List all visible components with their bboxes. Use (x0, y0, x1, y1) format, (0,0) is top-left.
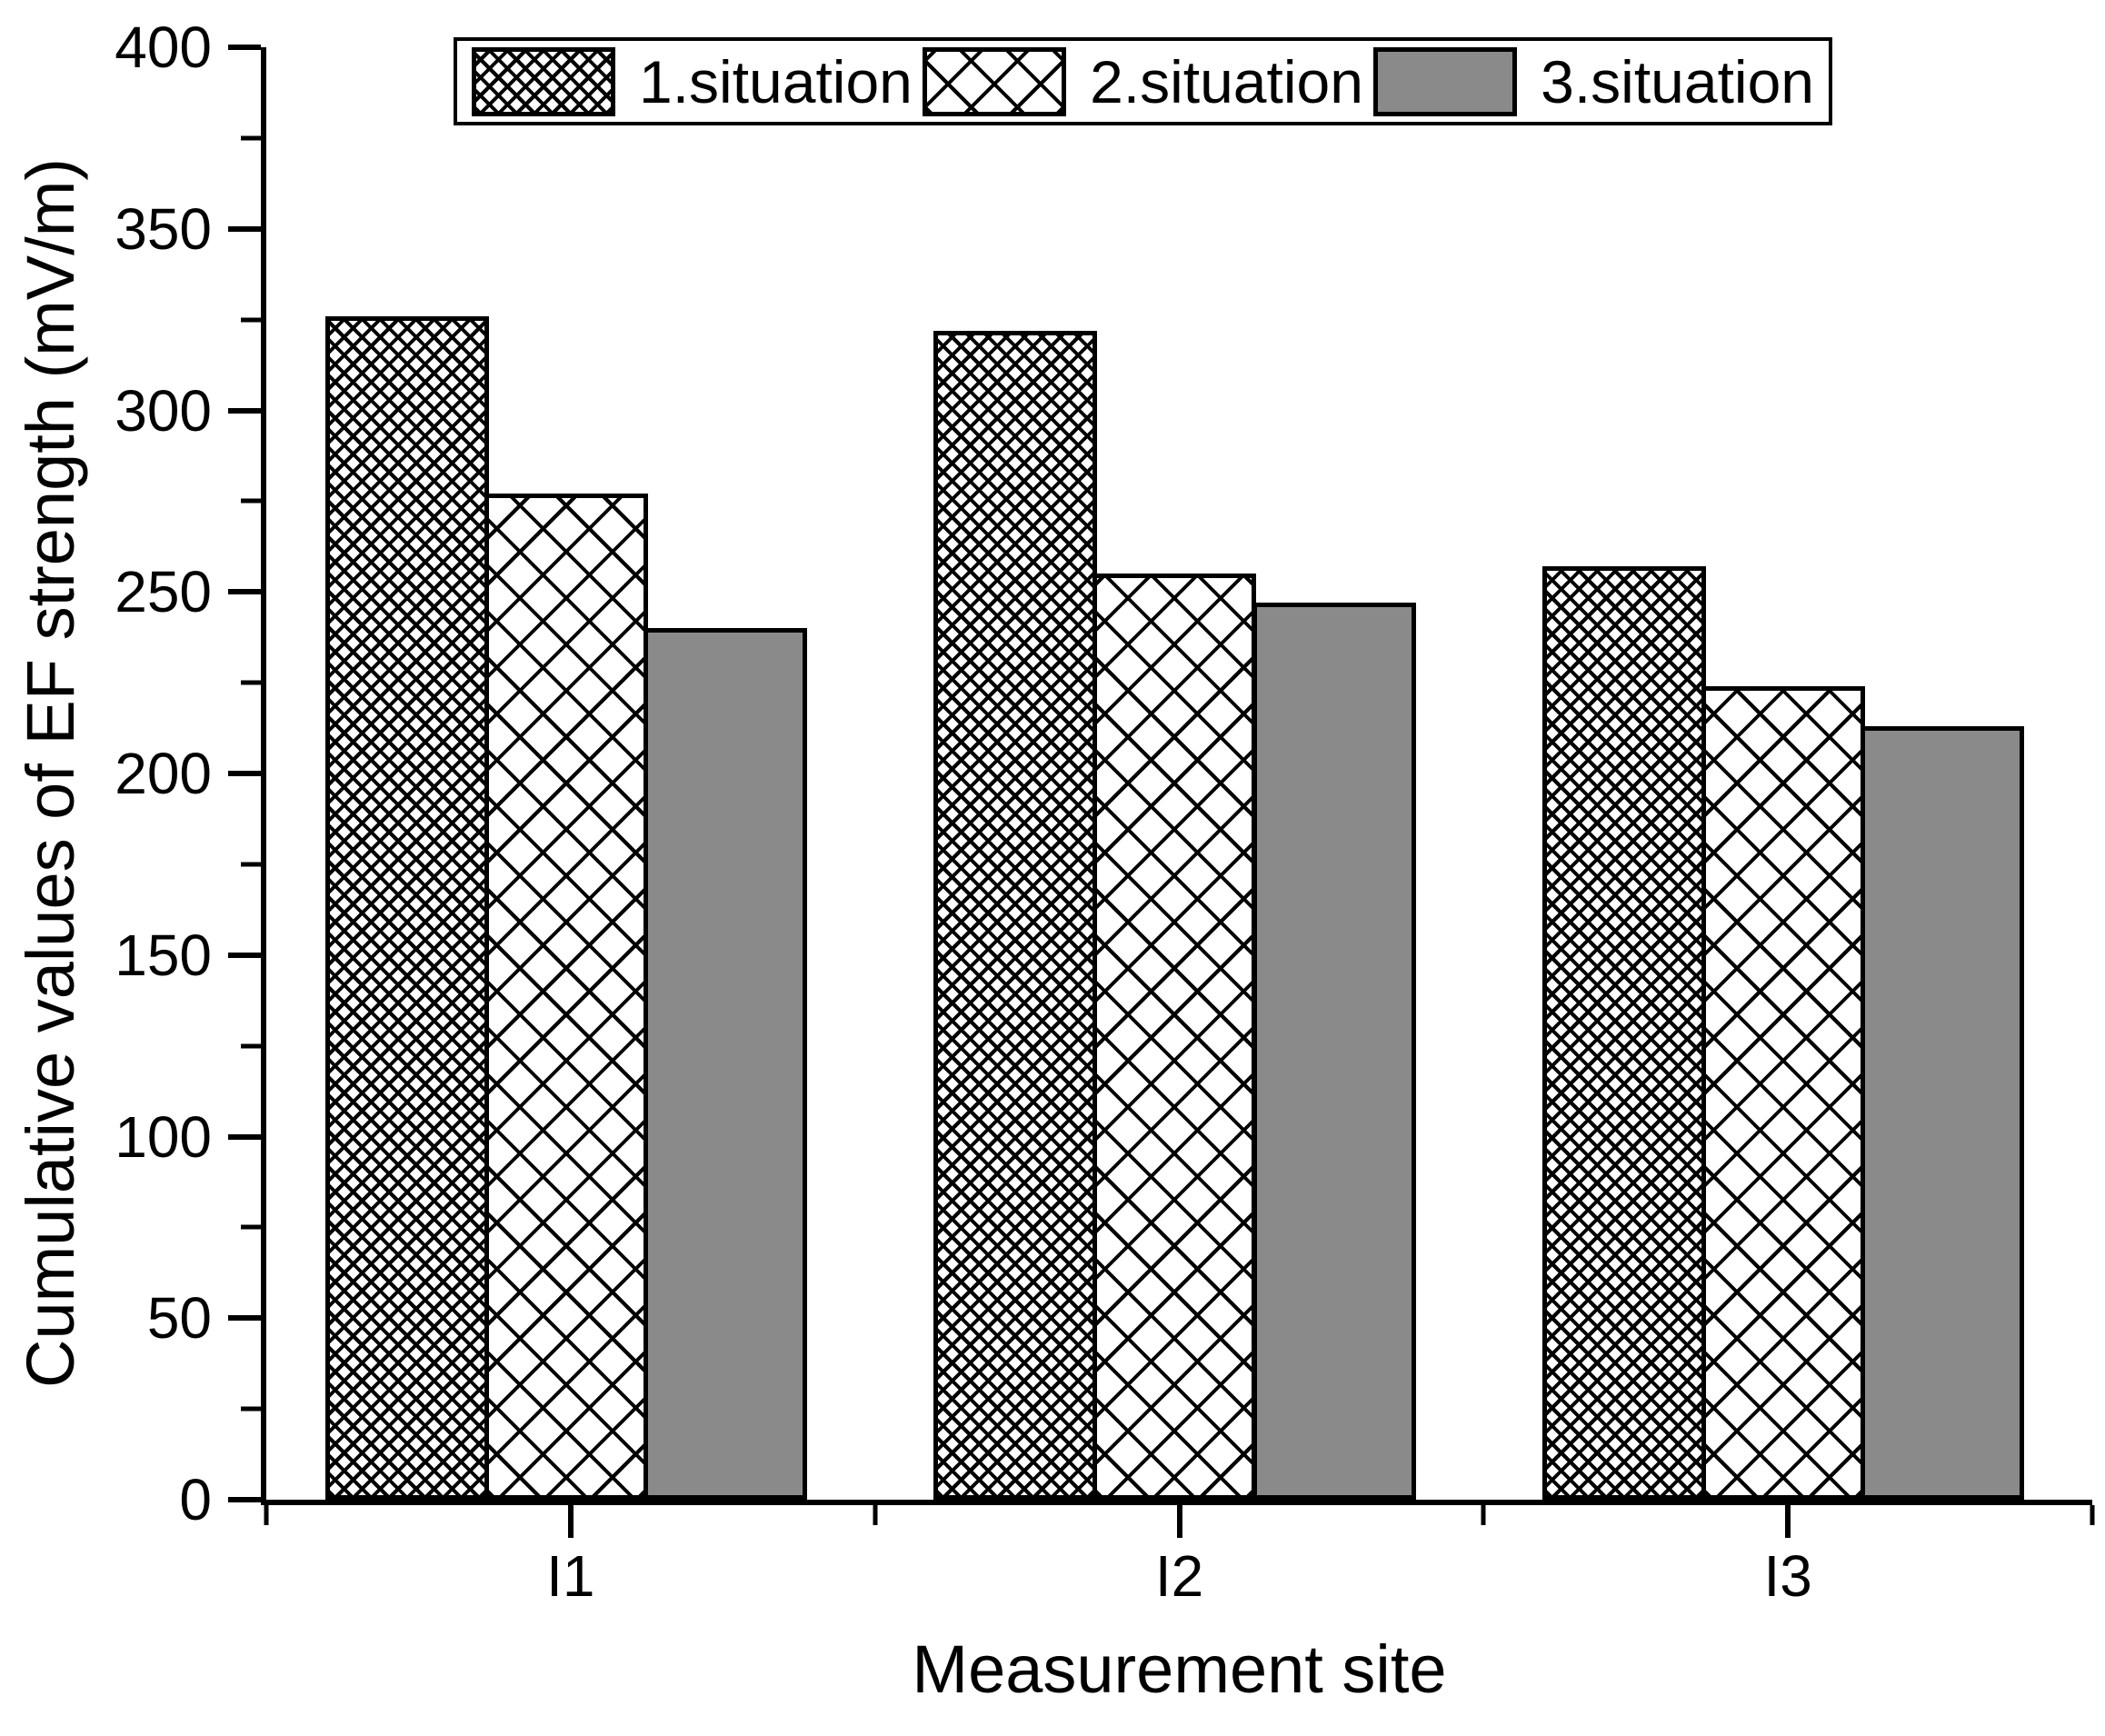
y-axis-minor-tick (241, 1224, 261, 1230)
legend-swatch-1 (472, 46, 615, 116)
x-axis-major-tick (1176, 1505, 1182, 1538)
bar-I2-series1 (933, 330, 1098, 1500)
y-axis-major-tick (228, 589, 261, 595)
legend-label-1: 1.situation (639, 47, 913, 115)
bar-I1-series1 (324, 315, 489, 1500)
y-axis-tick-label: 250 (115, 559, 212, 625)
bar-I2-series3 (1252, 603, 1416, 1500)
x-axis-minor-tick (873, 1505, 878, 1525)
legend-swatch-2 (923, 46, 1067, 116)
y-axis-minor-tick (241, 1406, 261, 1412)
y-axis-tick-label: 200 (115, 741, 212, 806)
legend-item-3: 3.situation (1373, 46, 1814, 116)
y-axis-tick-label: 150 (115, 922, 212, 988)
legend: 1.situation 2.situation 3.situation (454, 37, 1832, 125)
legend-swatch-3 (1373, 46, 1518, 116)
x-axis-minor-tick (2090, 1505, 2095, 1525)
bar-I2-series2 (1092, 574, 1257, 1500)
x-axis-title: Measurement site (912, 1631, 1447, 1707)
y-axis-major-tick (228, 771, 261, 776)
y-axis-tick-label: 400 (115, 15, 212, 80)
bar-I1-series3 (643, 628, 807, 1500)
bar-I3-series2 (1701, 686, 1866, 1500)
y-axis-tick-label: 350 (115, 195, 212, 262)
bar-I1-series2 (484, 494, 648, 1500)
y-axis-tick-label: 300 (115, 377, 212, 444)
legend-label-3: 3.situation (1541, 47, 1814, 115)
y-axis-tick-label: 50 (146, 1285, 212, 1352)
plot-area: Measurement site 0 50 100 150 200 250 300 350 40… (115, 18, 2095, 1703)
y-axis-major-tick (228, 45, 261, 50)
y-axis-minor-tick (241, 680, 261, 685)
bar-I3-series3 (1861, 726, 2025, 1500)
y-axis-major-tick (228, 1497, 261, 1502)
y-axis-tick-label: 100 (115, 1103, 212, 1170)
bar-I3-series1 (1542, 566, 1707, 1500)
y-axis-minor-tick (241, 498, 261, 504)
x-axis-category-label: I2 (1154, 1543, 1204, 1609)
legend-item-2: 2.situation (923, 46, 1363, 116)
y-axis-major-tick (228, 952, 261, 958)
y-axis-major-tick (228, 1133, 261, 1140)
y-axis-major-tick (228, 1315, 261, 1322)
x-axis-category-label: I3 (1763, 1543, 1812, 1609)
y-axis-tick-label: 0 (179, 1467, 212, 1532)
legend-label-2: 2.situation (1090, 47, 1363, 115)
y-axis-major-tick (228, 407, 261, 414)
y-axis-minor-tick (241, 135, 261, 141)
x-axis-minor-tick (264, 1505, 269, 1525)
x-axis-major-tick (567, 1505, 574, 1538)
y-axis-minor-tick (241, 1043, 261, 1049)
y-axis-major-tick (228, 225, 261, 232)
x-axis-major-tick (1785, 1505, 1791, 1538)
y-axis-minor-tick (241, 317, 261, 323)
x-axis-category-label: I1 (546, 1543, 595, 1609)
x-axis-minor-tick (1481, 1505, 1486, 1525)
legend-item-1: 1.situation (472, 46, 913, 116)
y-axis-minor-tick (241, 862, 261, 867)
